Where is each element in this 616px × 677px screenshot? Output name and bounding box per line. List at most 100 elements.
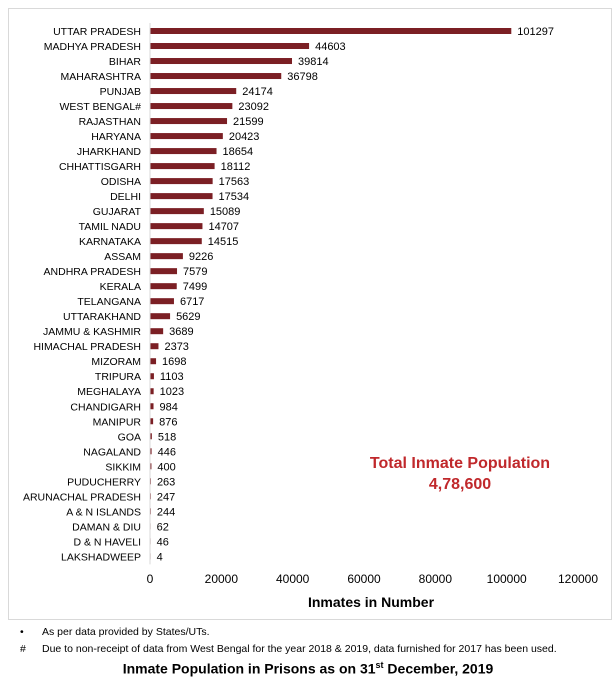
bar [150, 178, 213, 185]
footnote-2: # Due to non-receipt of data from West B… [20, 643, 610, 655]
bars-layer [150, 28, 512, 560]
category-label: MEGHALAYA [77, 386, 141, 398]
chart-frame [8, 8, 612, 620]
value-label: 62 [157, 521, 169, 533]
bar [150, 148, 217, 155]
value-label: 3689 [169, 326, 193, 338]
category-label: ARUNACHAL PRADESH [23, 491, 141, 503]
x-axis-title: Inmates in Number [308, 594, 435, 610]
bar [150, 118, 228, 125]
bar [150, 208, 204, 215]
x-tick-label: 120000 [558, 572, 598, 586]
category-label: TELANGANA [77, 296, 141, 308]
category-label: TRIPURA [95, 371, 141, 383]
category-label: MIZORAM [91, 356, 141, 368]
bar [150, 88, 237, 95]
value-label: 244 [157, 506, 175, 518]
value-label: 17563 [219, 176, 250, 188]
category-label: RAJASTHAN [79, 116, 141, 128]
value-label: 9226 [189, 251, 213, 263]
bar [150, 328, 164, 335]
x-tick-label: 20000 [205, 572, 239, 586]
value-label: 5629 [176, 311, 200, 323]
footnote-1: • As per data provided by States/UTs. [20, 626, 610, 638]
total-population-title: Total Inmate Population [370, 455, 550, 472]
bar [150, 58, 293, 65]
value-label: 46 [157, 536, 169, 548]
value-label: 1023 [160, 386, 184, 398]
bar [150, 268, 178, 275]
bar [150, 403, 154, 410]
value-labels: 101297 44603 39814 36798 24174 23092 21599 2042… [157, 26, 554, 563]
value-label: 247 [157, 491, 175, 503]
value-label: 7579 [183, 266, 207, 278]
bar [150, 253, 183, 260]
bar [150, 388, 154, 395]
bar [150, 73, 282, 80]
value-label: 1698 [162, 356, 186, 368]
category-label: HARYANA [91, 131, 141, 143]
category-label: DAMAN & DIU [72, 521, 141, 533]
category-label: MADHYA PRADESH [44, 41, 141, 53]
bar [150, 28, 512, 34]
bar [150, 373, 154, 380]
x-axis: 0 20000 40000 60000 80000 100000 120000 [147, 23, 598, 586]
value-label: 21599 [233, 116, 264, 128]
value-label: 6717 [180, 296, 204, 308]
value-label: 20423 [229, 131, 260, 143]
bar [150, 313, 171, 320]
category-label: JHARKHAND [77, 146, 142, 158]
caption-prefix: Inmate Population in Prisons as on 31 [122, 660, 376, 677]
category-label: A & N ISLANDS [66, 506, 141, 518]
value-label: 518 [158, 431, 176, 443]
bar [150, 193, 213, 200]
value-label: 2373 [164, 341, 188, 353]
category-label: ASSAM [104, 251, 141, 263]
category-label: HIMACHAL PRADESH [33, 341, 141, 353]
category-label: ODISHA [101, 176, 141, 188]
category-label: UTTARAKHAND [63, 311, 141, 323]
bar [150, 283, 177, 290]
value-label: 44603 [315, 41, 346, 53]
inmate-population-bar-chart: UTTAR PRADESH MADHYA PRADESH BIHAR MAHARASH… [23, 23, 598, 610]
bar [150, 223, 203, 230]
category-label: MANIPUR [93, 416, 142, 428]
total-population-value: 4,78,600 [429, 476, 491, 493]
value-label: 4 [157, 551, 163, 563]
bar [150, 103, 233, 110]
category-label: MAHARASHTRA [60, 71, 141, 83]
category-label: ANDHRA PRADESH [44, 266, 141, 278]
bar [150, 448, 152, 455]
value-label: 39814 [298, 56, 329, 68]
bar [150, 433, 152, 440]
category-label: D & N HAVELI [74, 536, 142, 548]
value-label: 400 [157, 461, 175, 473]
category-label: CHANDIGARH [70, 401, 141, 413]
value-label: 984 [160, 401, 178, 413]
category-label: CHHATTISGARH [59, 161, 141, 173]
chart-caption: Inmate Population in Prisons as on 31st … [0, 660, 616, 677]
category-label: KERALA [100, 281, 141, 293]
category-label: PUDUCHERRY [67, 476, 141, 488]
category-label: PUNJAB [100, 86, 141, 98]
category-labels: UTTAR PRADESH MADHYA PRADESH BIHAR MAHARASH… [23, 26, 142, 563]
footnote-hash: # [20, 643, 26, 655]
value-label: 14707 [208, 221, 239, 233]
value-label: 876 [159, 416, 177, 428]
category-label: GUJARAT [93, 206, 142, 218]
category-label: LAKSHADWEEP [61, 551, 141, 563]
value-label: 23092 [238, 101, 269, 113]
x-tick-label: 100000 [487, 572, 527, 586]
footnote-text: Due to non-receipt of data from West Ben… [42, 643, 557, 655]
x-tick-label: 0 [147, 572, 154, 586]
value-label: 18654 [223, 146, 254, 158]
bar [150, 298, 174, 305]
bar [150, 163, 215, 170]
value-label: 263 [157, 476, 175, 488]
value-label: 14515 [208, 236, 239, 248]
x-tick-label: 60000 [347, 572, 381, 586]
value-label: 18112 [221, 161, 251, 173]
footnote-text: As per data provided by States/UTs. [42, 626, 210, 638]
caption-suffix: December, 2019 [383, 660, 494, 677]
caption-superscript: st [375, 660, 384, 670]
